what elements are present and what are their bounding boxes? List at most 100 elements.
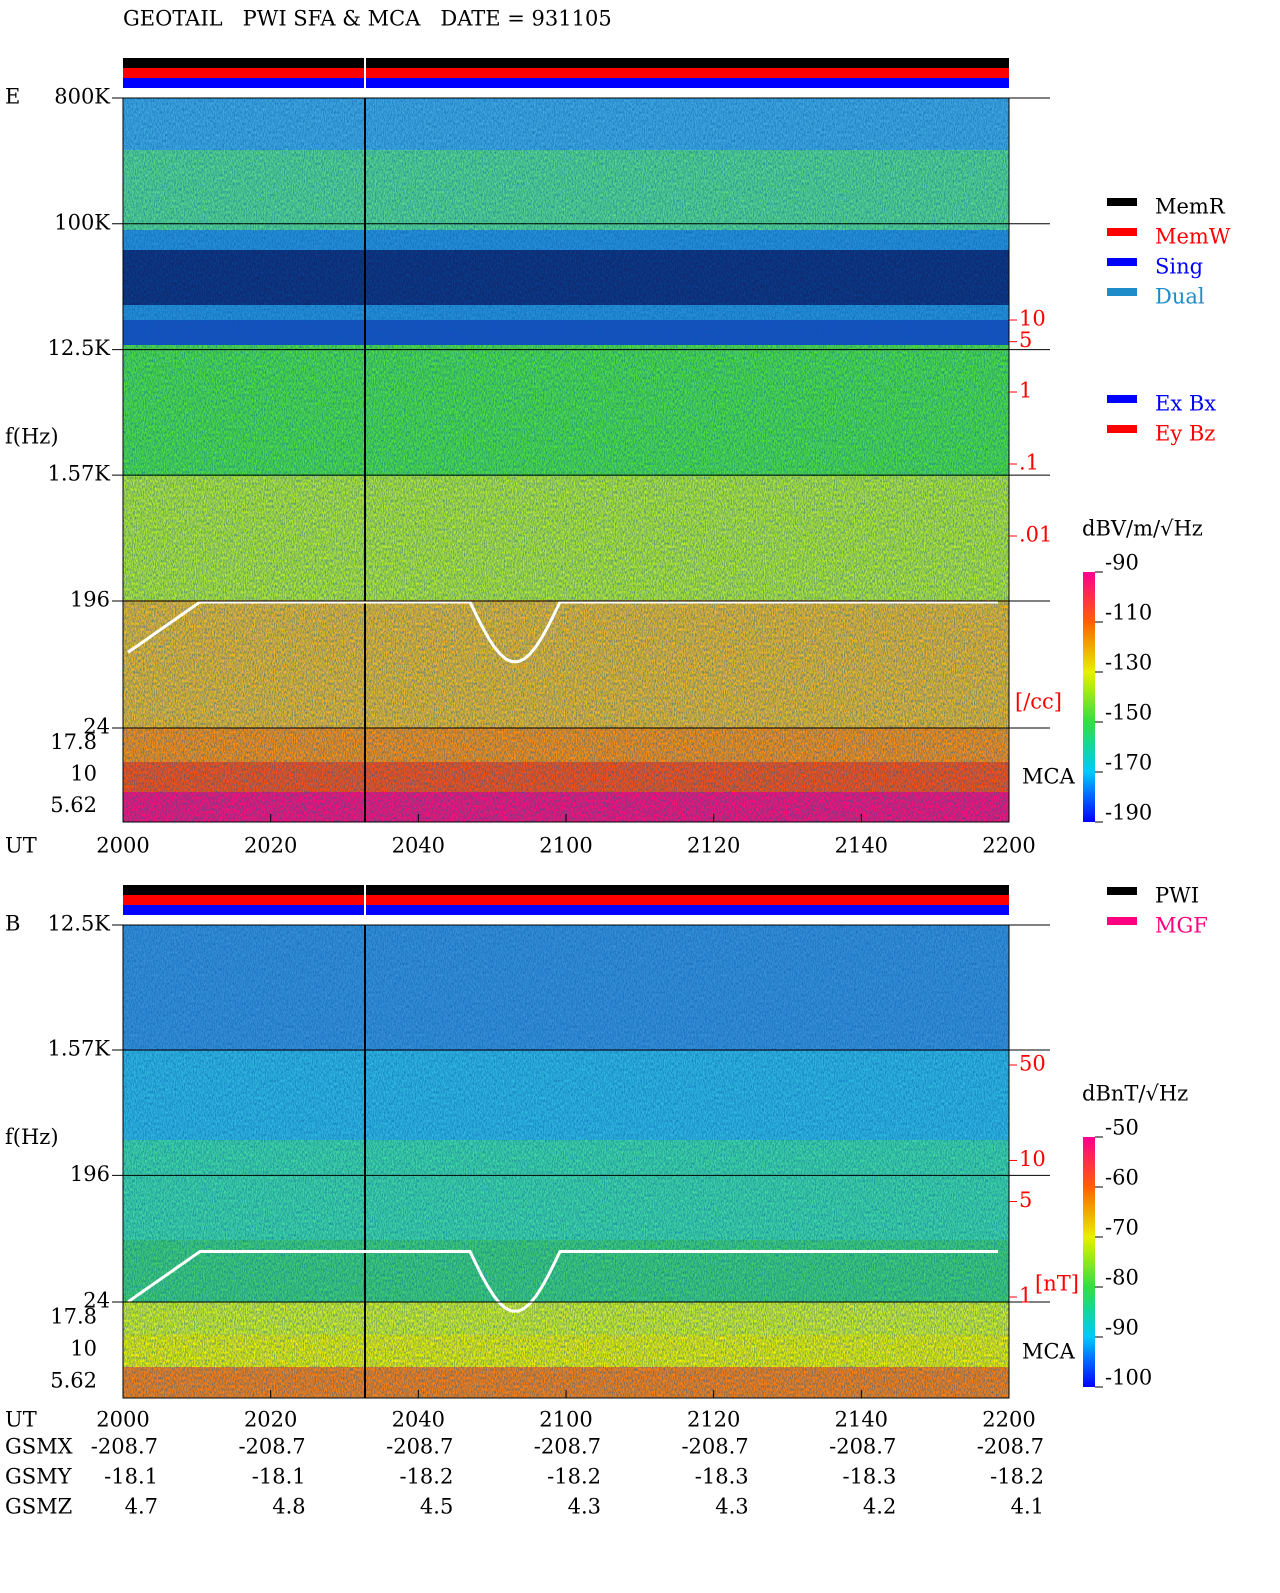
- y-tick-label: 12.5K: [48, 912, 111, 936]
- legend-label: Ex Bx: [1155, 392, 1216, 416]
- mca-label: MCA: [1022, 765, 1076, 789]
- colorbar-tick-label: -50: [1105, 1116, 1139, 1140]
- y-tick-label: 100K: [54, 210, 110, 234]
- orbit-value: 4.3: [715, 1495, 748, 1519]
- mca-label: MCA: [1022, 1340, 1076, 1364]
- x-tick-label: 2100: [539, 1408, 592, 1432]
- colorbar-label: dBnT/√Hz: [1082, 1082, 1188, 1106]
- colorbar-tick-label: -90: [1105, 551, 1139, 575]
- x-tick-label: 2100: [539, 834, 592, 858]
- x-tick-label: 2040: [392, 834, 445, 858]
- y2-tick-label: 50: [1019, 1052, 1046, 1076]
- colorbar-tick-label: -190: [1105, 801, 1152, 825]
- orbit-value: -208.7: [829, 1435, 896, 1459]
- y-tick-label: 1.57K: [48, 1037, 111, 1061]
- orbit-value: -208.7: [238, 1435, 305, 1459]
- mca-tick-label: 10: [70, 1337, 97, 1361]
- colorbar-tick-label: -80: [1105, 1266, 1139, 1290]
- colorbar-tick-label: -60: [1105, 1166, 1139, 1190]
- orbit-label: GSMZ: [5, 1495, 72, 1519]
- y-tick-label: 800K: [54, 85, 110, 109]
- status-bar: [123, 905, 1009, 915]
- colorbar-tick-label: -150: [1105, 701, 1152, 725]
- status-bar: [123, 885, 1009, 895]
- y-axis-label: f(Hz): [5, 1125, 59, 1149]
- colorbar: [1083, 1137, 1095, 1387]
- legend-label: MGF: [1155, 914, 1208, 938]
- mca-tick-label: 5.62: [50, 1369, 97, 1393]
- colorbar-tick-label: -70: [1105, 1216, 1139, 1240]
- colorbar-tick-label: -110: [1105, 601, 1152, 625]
- colorbar-tick-label: -100: [1105, 1366, 1152, 1390]
- x-tick-label: 2020: [244, 1408, 297, 1432]
- spectrogram-texture: [123, 98, 1009, 822]
- orbit-value: -208.7: [534, 1435, 601, 1459]
- y2-unit-label: [/cc]: [1015, 690, 1062, 714]
- orbit-value: 4.5: [420, 1495, 453, 1519]
- orbit-label: GSMX: [5, 1435, 73, 1459]
- y-tick-label: 24: [83, 715, 110, 739]
- x-tick-label: 2200: [982, 1408, 1035, 1432]
- y2-tick-label: 5: [1019, 328, 1032, 352]
- legend-label: Dual: [1155, 285, 1205, 309]
- orbit-value: 4.7: [125, 1495, 158, 1519]
- panel-label: B: [5, 912, 20, 936]
- y2-tick-label: 1: [1019, 1284, 1032, 1308]
- x-tick-label: 2120: [687, 834, 740, 858]
- y-tick-label: 12.5K: [48, 336, 111, 360]
- x-tick-label: 2140: [835, 834, 888, 858]
- legend-label: MemR: [1155, 195, 1226, 219]
- colorbar-tick-label: -170: [1105, 751, 1152, 775]
- legend-swatch: [1107, 425, 1137, 433]
- orbit-value: -18.1: [252, 1465, 306, 1489]
- status-bar: [123, 78, 1009, 88]
- legend-swatch: [1107, 288, 1137, 296]
- orbit-value: -18.2: [547, 1465, 601, 1489]
- orbit-value: -208.7: [681, 1435, 748, 1459]
- x-tick-label: 2000: [96, 1408, 149, 1432]
- orbit-value: -18.3: [695, 1465, 749, 1489]
- orbit-value: -18.2: [399, 1465, 453, 1489]
- x-tick-label: 2140: [835, 1408, 888, 1432]
- mca-tick-label: 10: [70, 762, 97, 786]
- legend-swatch: [1107, 917, 1137, 925]
- mca-tick-label: 17.8: [50, 1305, 97, 1329]
- orbit-label: GSMY: [5, 1465, 73, 1489]
- status-bar: [123, 58, 1009, 68]
- orbit-value: -208.7: [977, 1435, 1044, 1459]
- legend-swatch: [1107, 198, 1137, 206]
- orbit-value: -18.2: [990, 1465, 1044, 1489]
- orbit-value: 4.2: [863, 1495, 896, 1519]
- y2-tick-label: .01: [1019, 523, 1052, 547]
- x-tick-label: 2000: [96, 834, 149, 858]
- status-bar: [123, 895, 1009, 905]
- colorbar-tick-label: -90: [1105, 1316, 1139, 1340]
- colorbar-label: dBV/m/√Hz: [1082, 517, 1203, 541]
- orbit-value: -208.7: [386, 1435, 453, 1459]
- colorbar-tick-label: -130: [1105, 651, 1152, 675]
- y2-tick-label: 5: [1019, 1188, 1032, 1212]
- panel-label: E: [5, 85, 20, 109]
- legend-swatch: [1107, 258, 1137, 266]
- legend-label: Sing: [1155, 255, 1203, 279]
- colorbar: [1083, 572, 1095, 822]
- orbit-value: -18.3: [842, 1465, 896, 1489]
- mca-tick-label: 17.8: [50, 730, 97, 754]
- orbit-value: -208.7: [91, 1435, 158, 1459]
- plasma-line: [127, 1249, 998, 1313]
- legend-label: PWI: [1155, 884, 1199, 908]
- y-axis-label: f(Hz): [5, 425, 59, 449]
- orbit-value: 4.3: [568, 1495, 601, 1519]
- legend-label: MemW: [1155, 225, 1231, 249]
- legend-swatch: [1107, 228, 1137, 236]
- legend-label: Ey Bz: [1155, 422, 1215, 446]
- y-tick-label: 1.57K: [48, 462, 111, 486]
- orbit-value: 4.1: [1011, 1495, 1044, 1519]
- chart-title: GEOTAIL PWI SFA & MCA DATE = 931105: [123, 7, 612, 31]
- y2-tick-label: 10: [1019, 307, 1046, 331]
- y2-tick-label: .1: [1019, 451, 1039, 475]
- x-tick-label: 2200: [982, 834, 1035, 858]
- y2-tick-label: 10: [1019, 1147, 1046, 1171]
- y2-unit-label: [nT]: [1035, 1272, 1079, 1296]
